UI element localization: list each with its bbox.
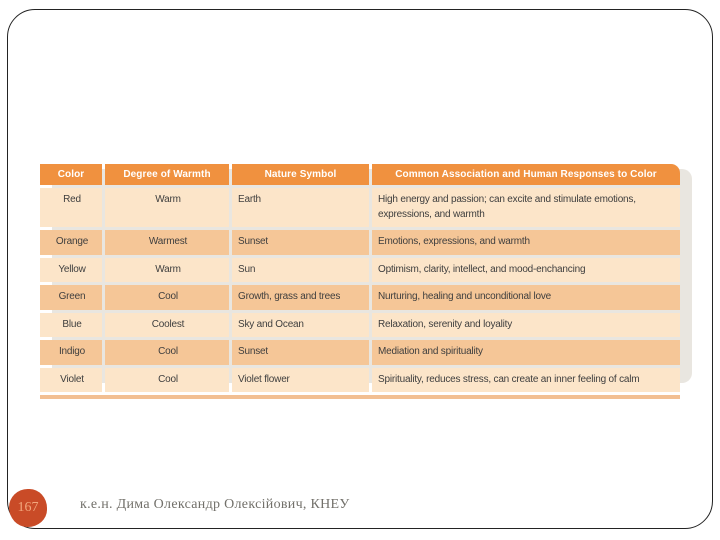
table-row-indigo: Indigo Cool Sunset Mediation and spirituali… <box>40 340 680 365</box>
page-number: 167 <box>17 500 39 515</box>
cell-color: Orange <box>40 230 102 255</box>
cell-association: Optimism, clarity, intellect, and mood-e… <box>372 257 680 282</box>
cell-symbol: Growth, grass and trees <box>232 285 369 310</box>
cell-association: Mediation and spirituality <box>372 340 680 365</box>
cell-association: Relaxation, serenity and loyality <box>372 312 680 337</box>
cell-association: Nurturing, healing and unconditional lov… <box>372 285 680 310</box>
table-bottom-strip-row <box>40 395 680 399</box>
table-row-yellow: Yellow Warm Sun Optimism, clarity, intellec… <box>40 257 680 282</box>
cell-symbol: Earth <box>232 188 369 227</box>
cell-warmth: Cool <box>105 340 229 365</box>
cell-association: Spirituality, reduces stress, can create… <box>372 367 680 392</box>
table-row-green: Green Cool Growth, grass and trees Nurturin… <box>40 285 680 310</box>
column-header-nature-symbol: Nature Symbol <box>232 164 369 185</box>
slide-border <box>7 9 713 529</box>
cell-color: Green <box>40 285 102 310</box>
cell-symbol: Sun <box>232 257 369 282</box>
page-number-badge: 167 <box>9 489 47 527</box>
cell-symbol: Sky and Ocean <box>232 312 369 337</box>
cell-symbol: Sunset <box>232 230 369 255</box>
cell-warmth: Coolest <box>105 312 229 337</box>
cell-warmth: Cool <box>105 367 229 392</box>
cell-warmth: Warmest <box>105 230 229 255</box>
table-bottom-strip <box>40 395 680 399</box>
table-row-orange: Orange Warmest Sunset Emotions, expressions… <box>40 230 680 255</box>
cell-warmth: Warm <box>105 188 229 227</box>
column-header-color: Color <box>40 164 102 185</box>
table-header-row: Color Degree of Warmth Nature Symbol Com… <box>40 164 680 185</box>
cell-color: Red <box>40 188 102 227</box>
table-footer <box>40 395 680 399</box>
table-row-blue: Blue Coolest Sky and Ocean Relaxation, sere… <box>40 312 680 337</box>
footer-credit: к.е.н. Дима Олександр Олексійович, КНЕУ <box>80 497 350 512</box>
color-associations-table: Color Degree of Warmth Nature Symbol Com… <box>40 164 680 399</box>
color-table: Color Degree of Warmth Nature Symbol Com… <box>40 164 680 399</box>
cell-color: Yellow <box>40 257 102 282</box>
cell-color: Indigo <box>40 340 102 365</box>
table-body: Red Warm Earth High energy and passion; can… <box>40 188 680 392</box>
table-row-violet: Violet Cool Violet flower Spirituality, red… <box>40 367 680 392</box>
cell-association: Emotions, expressions, and warmth <box>372 230 680 255</box>
column-header-common-association: Common Association and Human Responses t… <box>372 164 680 185</box>
cell-color: Violet <box>40 367 102 392</box>
column-header-degree-of-warmth: Degree of Warmth <box>105 164 229 185</box>
cell-warmth: Warm <box>105 257 229 282</box>
cell-warmth: Cool <box>105 285 229 310</box>
table-header: Color Degree of Warmth Nature Symbol Com… <box>40 164 680 185</box>
cell-association: High energy and passion; can excite and … <box>372 188 680 227</box>
cell-color: Blue <box>40 312 102 337</box>
cell-symbol: Sunset <box>232 340 369 365</box>
cell-symbol: Violet flower <box>232 367 369 392</box>
table-row-red: Red Warm Earth High energy and passion; can… <box>40 188 680 227</box>
